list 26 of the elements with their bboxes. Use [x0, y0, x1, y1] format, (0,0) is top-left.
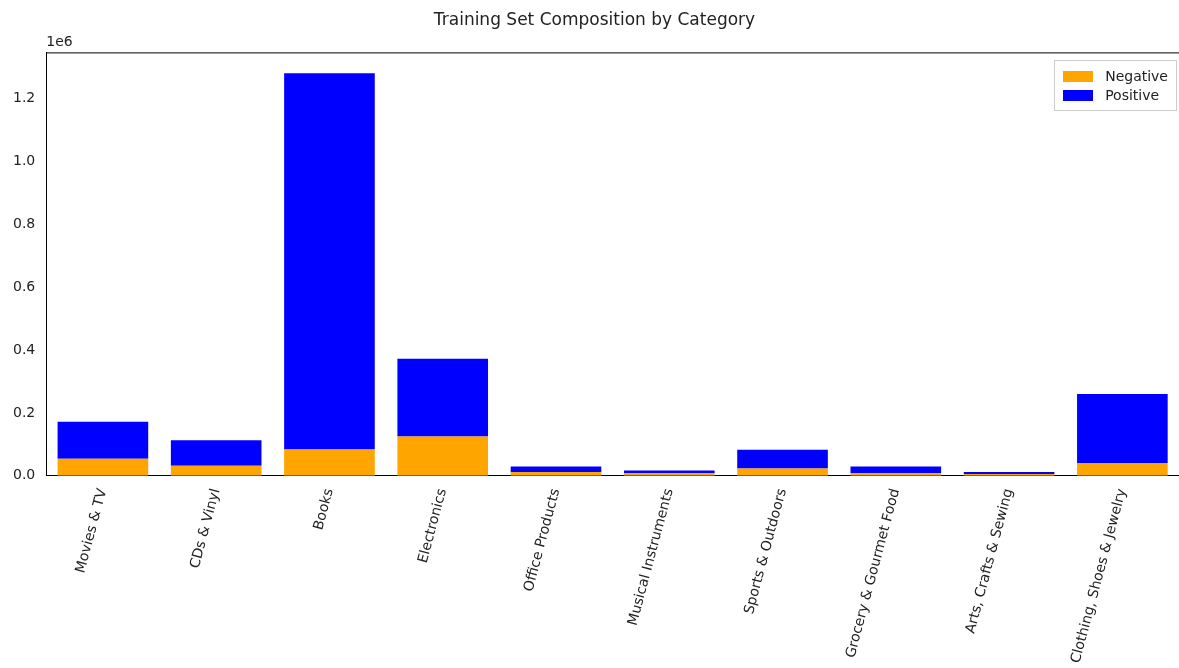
bar: [57, 421, 149, 459]
bar: [397, 358, 489, 437]
y-tick-label: 0.2: [13, 403, 36, 420]
x-tick-label: Movies & TV: [71, 486, 110, 575]
legend-label: Negative: [1105, 68, 1168, 85]
x-tick-label: CDs & Vinyl: [185, 486, 223, 570]
y-tick-label: 0.8: [13, 214, 36, 231]
y-tick-label: 0.6: [13, 277, 36, 294]
bar: [397, 436, 489, 476]
bar: [57, 458, 149, 476]
bar: [170, 440, 262, 466]
bar: [284, 73, 375, 450]
text: 1e6: [46, 33, 73, 50]
legend-label: Positive: [1105, 87, 1160, 104]
y-tick-label: 1.2: [13, 88, 36, 105]
bar: [737, 449, 828, 469]
bar: [850, 466, 942, 474]
chart-title: Training Set Composition by Category: [432, 8, 756, 29]
bar: [1077, 462, 1168, 476]
y-tick-label: 1.0: [13, 151, 36, 168]
bar: [284, 449, 375, 476]
y-tick-label: 0.4: [13, 340, 36, 357]
bar: [510, 466, 602, 473]
y-tick-label: 0.0: [13, 466, 36, 483]
x-tick-label: Books: [309, 486, 336, 532]
bar: [1077, 394, 1168, 463]
